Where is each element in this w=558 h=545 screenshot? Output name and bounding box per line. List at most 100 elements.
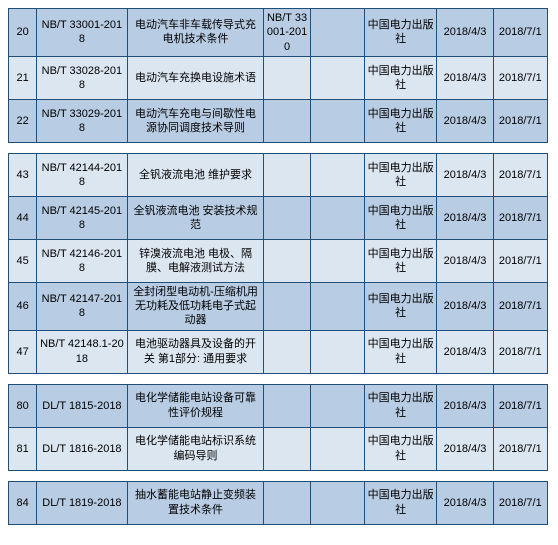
cell-date1: 2018/4/3: [437, 99, 493, 142]
cell-col5: [310, 481, 364, 524]
table-row: 80DL/T 1815-2018电化学储能电站设备可靠性评价规程中国电力出版社2…: [9, 384, 548, 427]
cell-col5: [310, 384, 364, 427]
cell-title: 电池驱动器具及设备的开关 第1部分: 通用要求: [127, 330, 264, 373]
cell-idx: 45: [9, 239, 37, 282]
cell-replace: [264, 153, 310, 196]
cell-replace: [264, 196, 310, 239]
cell-col5: [310, 282, 364, 330]
cell-date1: 2018/4/3: [437, 153, 493, 196]
cell-col5: [310, 99, 364, 142]
cell-publisher: 中国电力出版社: [364, 153, 436, 196]
cell-title: 电动汽车充电与间歇性电源协同调度技术导则: [127, 99, 264, 142]
cell-std: DL/T 1819-2018: [37, 481, 128, 524]
group-gap: [9, 373, 548, 384]
cell-col5: [310, 56, 364, 99]
cell-replace: [264, 384, 310, 427]
cell-replace: [264, 330, 310, 373]
cell-date2: 2018/7/1: [493, 9, 547, 57]
cell-title: 电化学储能电站标识系统编码导则: [127, 427, 264, 470]
cell-date2: 2018/7/1: [493, 282, 547, 330]
cell-publisher: 中国电力出版社: [364, 384, 436, 427]
cell-publisher: 中国电力出版社: [364, 427, 436, 470]
cell-title: 电动汽车充换电设施术语: [127, 56, 264, 99]
cell-date1: 2018/4/3: [437, 330, 493, 373]
cell-date2: 2018/7/1: [493, 239, 547, 282]
cell-publisher: 中国电力出版社: [364, 99, 436, 142]
cell-title: 全钒液流电池 维护要求: [127, 153, 264, 196]
cell-date2: 2018/7/1: [493, 153, 547, 196]
cell-publisher: 中国电力出版社: [364, 282, 436, 330]
cell-idx: 44: [9, 196, 37, 239]
cell-title: 抽水蓄能电站静止变频装置技术条件: [127, 481, 264, 524]
cell-replace: [264, 427, 310, 470]
cell-idx: 81: [9, 427, 37, 470]
cell-idx: 47: [9, 330, 37, 373]
cell-title: 锌溴液流电池 电极、隔膜、电解液测试方法: [127, 239, 264, 282]
cell-std: NB/T 42147-2018: [37, 282, 128, 330]
cell-replace: [264, 239, 310, 282]
cell-col5: [310, 196, 364, 239]
cell-std: NB/T 33028-2018: [37, 56, 128, 99]
table-row: 22NB/T 33029-2018电动汽车充电与间歇性电源协同调度技术导则 中国电…: [9, 99, 548, 142]
cell-title: 电化学储能电站设备可靠性评价规程: [127, 384, 264, 427]
cell-date2: 2018/7/1: [493, 196, 547, 239]
cell-date2: 2018/7/1: [493, 384, 547, 427]
cell-replace: [264, 481, 310, 524]
cell-std: NB/T 42146-2018: [37, 239, 128, 282]
cell-date1: 2018/4/3: [437, 384, 493, 427]
group-gap: [9, 142, 548, 153]
cell-idx: 22: [9, 99, 37, 142]
cell-idx: 46: [9, 282, 37, 330]
table-row: 43NB/T 42144-2018全钒液流电池 维护要求中国电力出版社2018/…: [9, 153, 548, 196]
table-row: 81DL/T 1816-2018电化学储能电站标识系统编码导则中国电力出版社20…: [9, 427, 548, 470]
cell-date2: 2018/7/1: [493, 427, 547, 470]
cell-date2: 2018/7/1: [493, 99, 547, 142]
gap-cell: [9, 373, 548, 384]
cell-std: DL/T 1816-2018: [37, 427, 128, 470]
cell-replace: [264, 282, 310, 330]
table-row: 47NB/T 42148.1-2018电池驱动器具及设备的开关 第1部分: 通用…: [9, 330, 548, 373]
cell-date2: 2018/7/1: [493, 56, 547, 99]
cell-date1: 2018/4/3: [437, 9, 493, 57]
cell-replace: [264, 99, 310, 142]
cell-date1: 2018/4/3: [437, 282, 493, 330]
cell-date1: 2018/4/3: [437, 427, 493, 470]
cell-publisher: 中国电力出版社: [364, 330, 436, 373]
cell-col5: [310, 330, 364, 373]
cell-date1: 2018/4/3: [437, 481, 493, 524]
table-row: 44NB/T 42145-2018全钒液流电池 安装技术规范中国电力出版社201…: [9, 196, 548, 239]
cell-publisher: 中国电力出版社: [364, 9, 436, 57]
cell-title: 电动汽车非车载传导式充电机技术条件: [127, 9, 264, 57]
cell-title: 全钒液流电池 安装技术规范: [127, 196, 264, 239]
cell-col5: [310, 153, 364, 196]
cell-idx: 20: [9, 9, 37, 57]
cell-publisher: 中国电力出版社: [364, 481, 436, 524]
gap-cell: [9, 142, 548, 153]
cell-col5: [310, 427, 364, 470]
table-row: 20NB/T 33001-2018电动汽车非车载传导式充电机技术条件NB/T 3…: [9, 9, 548, 57]
cell-std: NB/T 33001-2018: [37, 9, 128, 57]
cell-date1: 2018/4/3: [437, 196, 493, 239]
group-gap: [9, 470, 548, 481]
cell-std: NB/T 33029-2018: [37, 99, 128, 142]
cell-idx: 21: [9, 56, 37, 99]
cell-date2: 2018/7/1: [493, 481, 547, 524]
cell-idx: 80: [9, 384, 37, 427]
table-row: 45NB/T 42146-2018锌溴液流电池 电极、隔膜、电解液测试方法中国电…: [9, 239, 548, 282]
cell-date1: 2018/4/3: [437, 56, 493, 99]
cell-date2: 2018/7/1: [493, 330, 547, 373]
cell-col5: [310, 9, 364, 57]
gap-cell: [9, 470, 548, 481]
cell-idx: 43: [9, 153, 37, 196]
standards-table: 20NB/T 33001-2018电动汽车非车载传导式充电机技术条件NB/T 3…: [8, 8, 548, 525]
table-row: 21NB/T 33028-2018电动汽车充换电设施术语中国电力出版社2018/…: [9, 56, 548, 99]
table-row: 84DL/T 1819-2018抽水蓄能电站静止变频装置技术条件中国电力出版社2…: [9, 481, 548, 524]
cell-replace: [264, 56, 310, 99]
cell-std: NB/T 42148.1-2018: [37, 330, 128, 373]
cell-std: NB/T 42145-2018: [37, 196, 128, 239]
cell-replace: NB/T 33001-2010: [264, 9, 310, 57]
cell-idx: 84: [9, 481, 37, 524]
cell-title: 全封闭型电动机-压缩机用无功耗及低功耗电子式起动器: [127, 282, 264, 330]
cell-col5: [310, 239, 364, 282]
cell-date1: 2018/4/3: [437, 239, 493, 282]
